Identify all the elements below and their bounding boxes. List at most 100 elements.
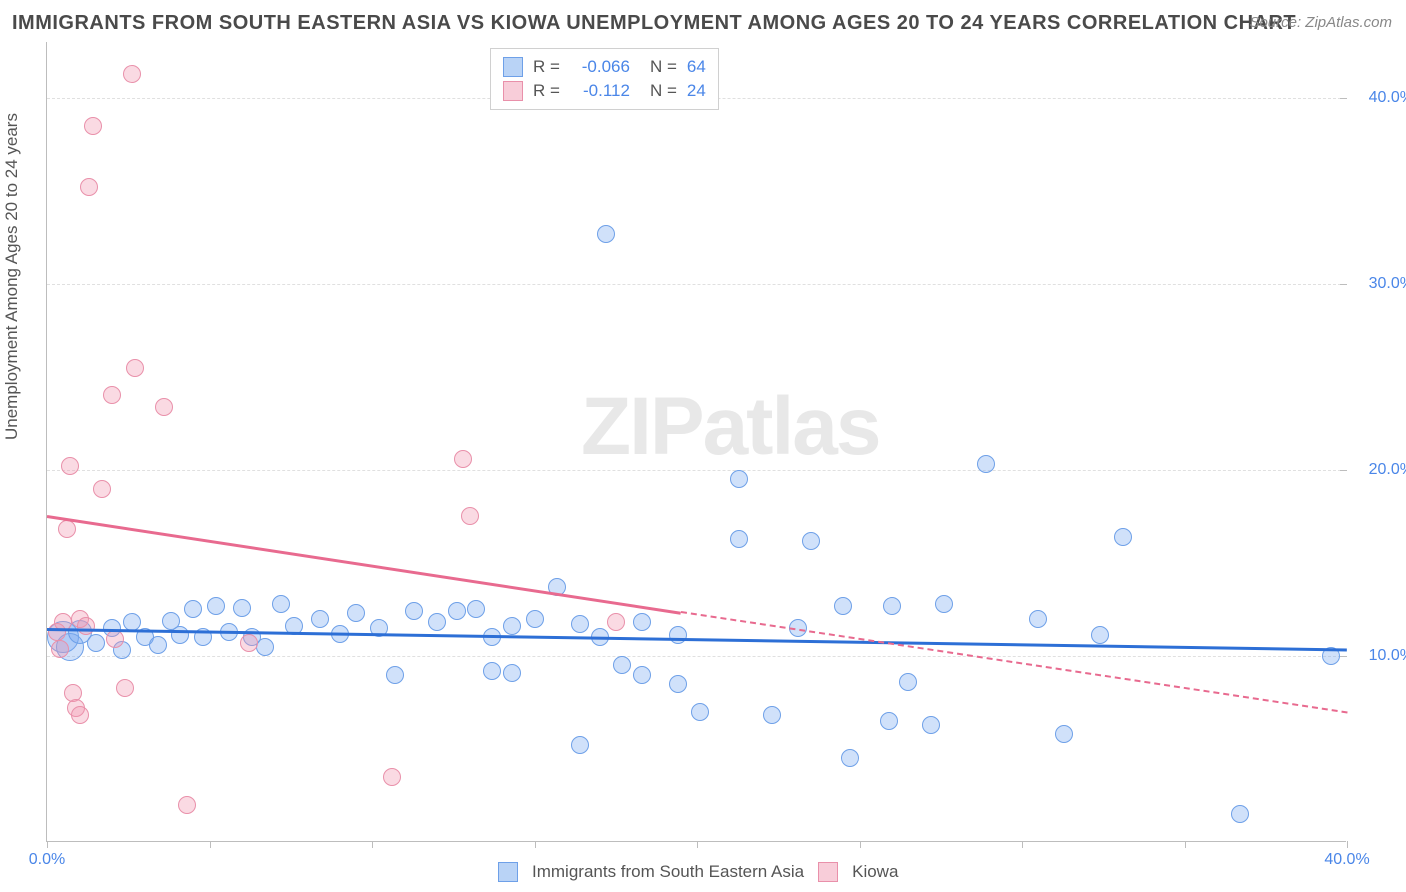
data-point bbox=[899, 673, 917, 691]
x-tick bbox=[535, 841, 536, 848]
data-point bbox=[730, 530, 748, 548]
data-point bbox=[428, 613, 446, 631]
y-tick bbox=[1340, 284, 1347, 285]
data-point bbox=[207, 597, 225, 615]
data-point bbox=[669, 626, 687, 644]
y-tick bbox=[1340, 98, 1347, 99]
stats-legend-row: R =-0.112N =24 bbox=[503, 79, 706, 103]
data-point bbox=[834, 597, 852, 615]
legend-label: Kiowa bbox=[852, 862, 898, 882]
y-tick bbox=[1340, 656, 1347, 657]
data-point bbox=[461, 507, 479, 525]
data-point bbox=[691, 703, 709, 721]
data-point bbox=[84, 117, 102, 135]
y-tick-label: 40.0% bbox=[1369, 89, 1406, 107]
x-tick bbox=[47, 841, 48, 848]
data-point bbox=[123, 65, 141, 83]
y-tick bbox=[1340, 470, 1347, 471]
plot-area: ZIPatlas 10.0%20.0%30.0%40.0%0.0%40.0% bbox=[46, 42, 1346, 842]
stats-legend: R =-0.066N =64R =-0.112N =24 bbox=[490, 48, 719, 110]
y-tick-label: 30.0% bbox=[1369, 275, 1406, 293]
stats-legend-row: R =-0.066N =64 bbox=[503, 55, 706, 79]
data-point bbox=[106, 630, 124, 648]
data-point bbox=[1055, 725, 1073, 743]
n-value: 64 bbox=[687, 57, 706, 77]
data-point bbox=[763, 706, 781, 724]
data-point bbox=[454, 450, 472, 468]
r-value: -0.112 bbox=[570, 81, 630, 101]
y-tick-label: 20.0% bbox=[1369, 461, 1406, 479]
data-point bbox=[977, 455, 995, 473]
gridline bbox=[47, 656, 1346, 657]
data-point bbox=[116, 679, 134, 697]
data-point bbox=[126, 359, 144, 377]
data-point bbox=[184, 600, 202, 618]
data-point bbox=[93, 480, 111, 498]
x-tick bbox=[697, 841, 698, 848]
legend-swatch bbox=[498, 862, 518, 882]
x-tick-label: 40.0% bbox=[1324, 851, 1369, 869]
x-tick-label: 0.0% bbox=[29, 851, 65, 869]
gridline bbox=[47, 284, 1346, 285]
gridline bbox=[47, 470, 1346, 471]
x-tick bbox=[372, 841, 373, 848]
data-point bbox=[633, 666, 651, 684]
x-tick bbox=[1022, 841, 1023, 848]
x-tick bbox=[860, 841, 861, 848]
legend-swatch bbox=[818, 862, 838, 882]
data-point bbox=[607, 613, 625, 631]
data-point bbox=[77, 617, 95, 635]
data-point bbox=[503, 664, 521, 682]
data-point bbox=[1114, 528, 1132, 546]
data-point bbox=[483, 662, 501, 680]
bottom-legend: Immigrants from South Eastern AsiaKiowa bbox=[498, 862, 898, 882]
data-point bbox=[597, 225, 615, 243]
data-point bbox=[87, 634, 105, 652]
watermark: ZIPatlas bbox=[581, 380, 879, 474]
data-point bbox=[80, 178, 98, 196]
data-point bbox=[311, 610, 329, 628]
x-tick bbox=[1185, 841, 1186, 848]
trend-line bbox=[681, 611, 1348, 713]
data-point bbox=[149, 636, 167, 654]
data-point bbox=[256, 638, 274, 656]
source-label: Source: ZipAtlas.com bbox=[1249, 14, 1392, 31]
data-point bbox=[935, 595, 953, 613]
chart-container: IMMIGRANTS FROM SOUTH EASTERN ASIA VS KI… bbox=[0, 0, 1406, 892]
data-point bbox=[1029, 610, 1047, 628]
y-axis-label: Unemployment Among Ages 20 to 24 years bbox=[2, 113, 22, 440]
data-point bbox=[103, 386, 121, 404]
n-label: N = bbox=[650, 57, 677, 77]
data-point bbox=[61, 457, 79, 475]
data-point bbox=[405, 602, 423, 620]
y-tick-label: 10.0% bbox=[1369, 647, 1406, 665]
data-point bbox=[802, 532, 820, 550]
data-point bbox=[613, 656, 631, 674]
data-point bbox=[448, 602, 466, 620]
data-point bbox=[347, 604, 365, 622]
data-point bbox=[51, 640, 69, 658]
data-point bbox=[71, 706, 89, 724]
data-point bbox=[571, 615, 589, 633]
data-point bbox=[730, 470, 748, 488]
data-point bbox=[503, 617, 521, 635]
data-point bbox=[880, 712, 898, 730]
data-point bbox=[526, 610, 544, 628]
r-label: R = bbox=[533, 81, 560, 101]
data-point bbox=[178, 796, 196, 814]
data-point bbox=[922, 716, 940, 734]
x-tick bbox=[1347, 841, 1348, 848]
trend-line bbox=[47, 515, 681, 615]
data-point bbox=[571, 736, 589, 754]
legend-swatch bbox=[503, 57, 523, 77]
data-point bbox=[1091, 626, 1109, 644]
data-point bbox=[633, 613, 651, 631]
data-point bbox=[155, 398, 173, 416]
r-value: -0.066 bbox=[570, 57, 630, 77]
data-point bbox=[383, 768, 401, 786]
legend-swatch bbox=[503, 81, 523, 101]
data-point bbox=[669, 675, 687, 693]
data-point bbox=[467, 600, 485, 618]
n-value: 24 bbox=[687, 81, 706, 101]
data-point bbox=[240, 634, 258, 652]
